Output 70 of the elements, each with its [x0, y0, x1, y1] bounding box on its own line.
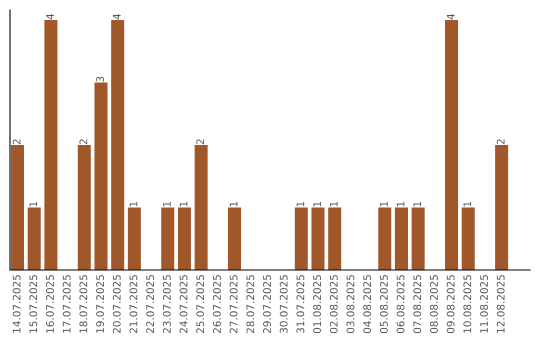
- x-tick-label: 26.07.2025: [212, 275, 221, 334]
- x-tick-label: 27.07.2025: [230, 275, 238, 334]
- data-label: 2: [12, 139, 20, 144]
- x-tick-label: 11.08.2025: [480, 275, 488, 333]
- data-label: 2: [496, 139, 504, 144]
- data-label: 3: [96, 76, 104, 82]
- bar: [11, 145, 24, 270]
- x-tick-label: 22.07.2025: [146, 275, 154, 334]
- data-label: 1: [180, 202, 188, 206]
- data-label: 2: [196, 139, 204, 144]
- x-tick-label: 15.07.2025: [29, 275, 38, 333]
- bar: [111, 20, 124, 270]
- x-tick-label: 12.08.2025: [496, 275, 505, 333]
- bar: [228, 208, 242, 270]
- x-tick-label: 18.07.2025: [79, 275, 88, 333]
- data-label: 4: [446, 14, 454, 20]
- x-tick-label: 04.08.2025: [363, 275, 372, 334]
- data-label: 1: [29, 202, 38, 206]
- data-label: 4: [112, 14, 121, 20]
- bar: [44, 20, 58, 270]
- x-tick-label: 17.07.2025: [62, 275, 71, 333]
- x-tick-label: 08.08.2025: [430, 275, 438, 334]
- data-label: 1: [130, 202, 138, 206]
- x-tick-label: 19.07.2025: [96, 275, 104, 333]
- bar: [94, 82, 108, 270]
- x-tick-label: 31.07.2025: [296, 275, 304, 334]
- x-tick-label: 29.07.2025: [263, 275, 271, 334]
- data-label: 2: [79, 139, 88, 144]
- bar: [495, 145, 508, 270]
- data-label: 4: [46, 14, 54, 20]
- data-label: 1: [230, 202, 238, 206]
- data-label: 1: [464, 202, 472, 206]
- bar: [394, 208, 408, 270]
- bar: [462, 208, 475, 270]
- data-label: 1: [380, 202, 388, 206]
- bar: [78, 145, 91, 270]
- data-label: 1: [296, 202, 304, 206]
- data-label: 1: [313, 202, 321, 206]
- data-label: 1: [330, 202, 338, 206]
- x-tick-label: 28.07.2025: [246, 275, 254, 334]
- x-tick-label: 24.07.2025: [180, 275, 188, 334]
- x-tick-label: 16.07.2025: [46, 275, 54, 333]
- data-label: 1: [396, 202, 404, 206]
- bar: [378, 208, 392, 270]
- bar: [311, 208, 325, 270]
- x-tick-label: 07.08.2025: [413, 275, 422, 334]
- x-tick-label: 01.08.2025: [313, 275, 322, 334]
- x-tick-label: 23.07.2025: [162, 275, 171, 334]
- bar: [28, 208, 41, 270]
- x-tick-label: 14.07.2025: [12, 275, 21, 333]
- x-tick-label: 20.07.2025: [112, 275, 121, 334]
- x-tick-label: 09.08.2025: [446, 275, 455, 334]
- bar: [178, 208, 191, 270]
- bar: [194, 145, 208, 270]
- x-tick-label: 25.07.2025: [196, 275, 204, 334]
- x-tick-label: 10.08.2025: [463, 275, 472, 333]
- x-tick-label: 21.07.2025: [130, 275, 138, 334]
- data-label: 1: [163, 202, 171, 206]
- x-tick-label: 05.08.2025: [380, 275, 388, 334]
- bar: [328, 208, 342, 270]
- bar: [128, 208, 141, 270]
- x-tick-label: 30.07.2025: [280, 275, 288, 334]
- bar: [412, 208, 425, 270]
- bar: [294, 208, 308, 270]
- x-tick-label: 03.08.2025: [346, 275, 354, 334]
- x-tick-label: 02.08.2025: [330, 275, 338, 334]
- bar: [161, 208, 174, 270]
- x-tick-label: 06.08.2025: [396, 275, 404, 334]
- data-label: 1: [413, 202, 422, 206]
- bar: [445, 20, 458, 270]
